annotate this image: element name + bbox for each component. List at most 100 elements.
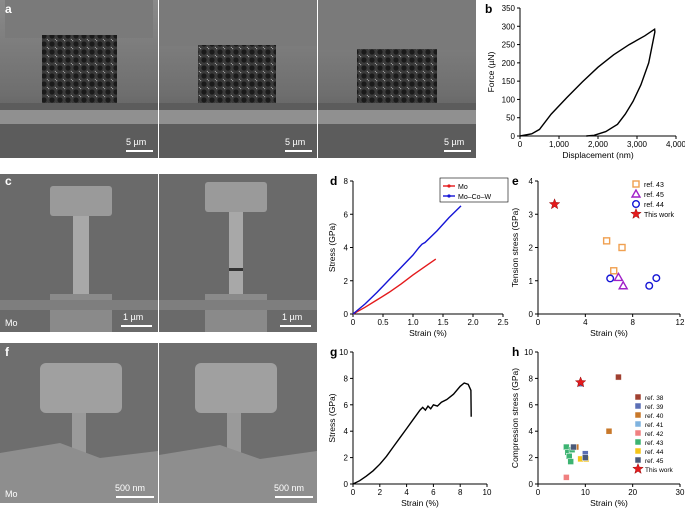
- y-axis-title: Stress (GPa): [327, 223, 337, 272]
- data-point: [582, 454, 589, 461]
- legend-box: [439, 177, 509, 203]
- panel-f-material: Mo: [5, 489, 18, 499]
- legend-label: Mo: [458, 184, 468, 191]
- y-tick-label: 0: [511, 132, 516, 141]
- y-tick-label: 4: [529, 427, 534, 436]
- panel-c-label: c: [5, 174, 12, 188]
- x-tick-label: 3,000: [627, 140, 648, 149]
- x-tick-label: 0: [536, 488, 541, 497]
- y-tick-label: 1: [529, 277, 534, 286]
- scalebar-a1: [126, 150, 153, 152]
- y-tick-label: 0: [344, 310, 349, 319]
- x-tick-label: 1.0: [407, 318, 419, 327]
- legend-marker: [630, 207, 642, 219]
- x-tick-label: 10: [483, 488, 492, 497]
- panel-c-material: Mo: [5, 318, 18, 328]
- data-point: [606, 274, 615, 283]
- data-point: [615, 373, 622, 381]
- x-tick-label: 2,000: [588, 140, 609, 149]
- data-point: [605, 427, 613, 435]
- y-axis-title: Stress (GPa): [327, 393, 337, 442]
- scalebar-a2-text: 5 µm: [285, 137, 306, 147]
- data-point: [618, 243, 626, 252]
- legend-label: ref. 43: [645, 440, 664, 447]
- x-tick-label: 0: [351, 488, 356, 497]
- legend-marker: [634, 429, 642, 437]
- x-tick-label: 4,000: [666, 140, 685, 149]
- x-axis-title: Displacement (nm): [562, 150, 633, 160]
- legend-marker: [630, 188, 642, 198]
- y-tick-label: 6: [344, 401, 349, 410]
- y-tick-label: 6: [529, 401, 534, 410]
- legend-label: ref. 44: [644, 202, 664, 209]
- legend-label: ref. 42: [645, 431, 664, 438]
- data-point: [617, 280, 629, 290]
- y-tick-label: 2: [344, 454, 349, 463]
- legend-marker: [634, 438, 642, 446]
- legend-marker: [634, 456, 642, 464]
- scalebar-a2: [285, 150, 312, 152]
- data-point: [613, 272, 624, 282]
- x-tick-label: 20: [628, 488, 637, 497]
- scalebar-a3: [444, 150, 471, 152]
- chart-d: 0 0.5 1.0 1.5 2.0 2.5 0 2 4 6 8 Strain (%) Stress (G…: [327, 177, 509, 338]
- x-tick-label: 0.5: [377, 318, 389, 327]
- data-point: [570, 443, 577, 451]
- x-tick-label: 0: [536, 318, 541, 327]
- data-point: [567, 458, 574, 465]
- legend-h: ref. 38 ref. 39 ref. 40 ref. 41 ref. 42 ref. …: [632, 393, 674, 474]
- legend-marker: [447, 184, 451, 188]
- legend-label: This work: [645, 467, 674, 474]
- panel-h-label: h: [512, 345, 520, 359]
- legend-marker: [634, 447, 642, 455]
- y-tick-label: 3: [529, 210, 534, 219]
- legend-label: ref. 45: [644, 192, 664, 199]
- x-axis-title: Strain (%): [590, 498, 628, 508]
- x-tick-label: 0: [518, 140, 523, 149]
- scalebar-c2-text: 1 µm: [282, 312, 303, 322]
- scalebar-f2: [275, 496, 313, 498]
- scalebar-c1: [121, 325, 152, 327]
- data-point: [610, 267, 618, 275]
- y-tick-label: 300: [502, 22, 516, 31]
- y-tick-label: 0: [529, 310, 534, 319]
- x-tick-label: 30: [676, 488, 685, 497]
- x-tick-label: 2.5: [497, 318, 509, 327]
- panel-d-label: d: [330, 174, 338, 188]
- panel-c-sem: [0, 174, 317, 332]
- y-tick-label: 0: [529, 480, 534, 489]
- data-point: [563, 474, 570, 481]
- panel-e-label: e: [512, 174, 519, 188]
- y-tick-label: 10: [339, 348, 348, 357]
- y-tick-label: 4: [344, 244, 349, 253]
- y-tick-label: 6: [344, 210, 349, 219]
- x-tick-label: 10: [581, 488, 590, 497]
- x-tick-label: 4: [583, 318, 588, 327]
- legend-marker: [632, 180, 640, 188]
- scalebar-c2: [280, 325, 311, 327]
- x-tick-label: 4: [404, 488, 409, 497]
- panel-f-sem: [0, 343, 317, 503]
- legend-label: ref. 44: [645, 449, 664, 456]
- x-tick-label: 0: [351, 318, 356, 327]
- y-tick-label: 350: [502, 4, 516, 13]
- scalebar-a3-text: 5 µm: [444, 137, 465, 147]
- y-tick-label: 2: [529, 244, 534, 253]
- y-tick-label: 200: [502, 59, 516, 68]
- legend-label: This work: [644, 212, 674, 219]
- legend-marker: [447, 194, 451, 198]
- data-point: [645, 281, 654, 290]
- series-line-0: [519, 27, 656, 137]
- series-line-0: [352, 258, 437, 315]
- legend-marker: [631, 200, 640, 209]
- panel-g-label: g: [330, 345, 338, 359]
- y-tick-label: 100: [502, 95, 516, 104]
- chart-g: 0 2 4 6 8 10 0 2 4 6 8 10 Strain (%) Stress (GPa): [327, 348, 492, 508]
- y-tick-label: 8: [529, 374, 534, 383]
- legend-d: Mo Mo–Co–W: [439, 177, 509, 203]
- panel-a-sem: [0, 0, 476, 158]
- scalebar-f2-text: 500 nm: [274, 483, 305, 493]
- y-axis-title: Compression stress (GPa): [510, 368, 520, 468]
- legend-marker: [634, 420, 642, 428]
